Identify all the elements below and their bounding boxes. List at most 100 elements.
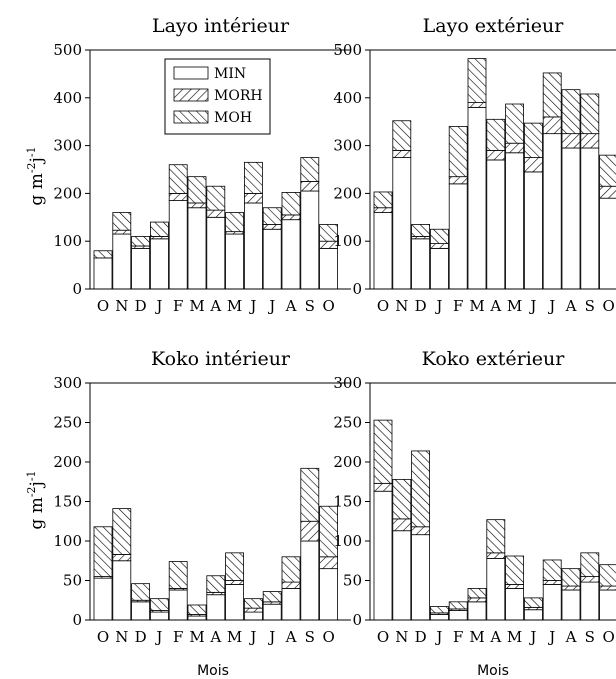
y-tick-label: 300 (53, 374, 82, 392)
x-tick-label: N (115, 297, 128, 315)
y-tick-label: 100 (333, 232, 362, 250)
x-tick-label: M (189, 628, 204, 646)
bar-morh-10 (542, 580, 562, 585)
bar-morh-3 (411, 526, 431, 536)
bar-moh-11 (281, 192, 301, 216)
bar-moh-6 (187, 176, 207, 204)
panel-title: Koko extérieur (422, 348, 566, 370)
bar-min-3 (131, 601, 151, 621)
bar-morh-12 (300, 520, 320, 542)
bar-moh-11 (561, 568, 581, 587)
bar-morh-1 (373, 482, 393, 492)
y-tick-label: 300 (333, 374, 362, 392)
bar-moh-9 (524, 122, 543, 158)
y-tick-label: 150 (333, 493, 362, 511)
bar-moh-4 (149, 598, 169, 611)
x-tick-label: M (189, 297, 204, 315)
x-tick-label: M (507, 628, 522, 646)
bar-min-8 (225, 233, 245, 290)
bar-min-7 (206, 594, 226, 621)
legend-label-moh: MOH (214, 110, 252, 126)
bar-min-4 (149, 238, 169, 290)
bar-moh-7 (486, 118, 506, 151)
x-tick-label: O (322, 628, 334, 646)
ylabel-sup: -2 (25, 162, 38, 173)
bar-min-5 (168, 200, 188, 290)
x-tick-label: D (135, 628, 147, 646)
bar-moh-4 (149, 221, 169, 237)
bar-moh-1 (93, 250, 113, 259)
bar-min-10 (262, 603, 282, 621)
x-tick-label: J (154, 297, 162, 315)
bar-min-11 (561, 147, 581, 290)
bar-moh-3 (131, 236, 151, 247)
legend-swatch-morh (173, 88, 209, 102)
bar-moh-13 (319, 505, 339, 558)
ylabel-tail: j (27, 157, 47, 164)
bar-morh-13 (599, 185, 616, 199)
bar-morh-13 (319, 556, 339, 570)
bar-min-13 (599, 589, 616, 621)
y-tick-label: 200 (333, 184, 362, 202)
bar-min-13 (599, 197, 616, 290)
bar-morh-10 (542, 116, 562, 135)
bar-min-5 (168, 589, 188, 621)
x-tick-label: A (489, 628, 501, 646)
bar-moh-4 (429, 228, 449, 244)
x-tick-label: A (285, 297, 297, 315)
bar-moh-11 (561, 89, 581, 135)
bar-morh-4 (429, 243, 449, 249)
bar-min-12 (300, 540, 320, 621)
bar-moh-3 (411, 224, 431, 237)
ylabel-tail: j (27, 481, 47, 488)
x-tick-label: M (227, 297, 242, 315)
y-tick-label: 100 (333, 532, 362, 550)
ylabel-main: g m (27, 173, 47, 205)
y-tick-label: 250 (53, 414, 82, 432)
bar-morh-2 (392, 518, 412, 532)
x-tick-label: J (248, 297, 256, 315)
x-tick-label: N (115, 628, 128, 646)
bar-morh-11 (561, 133, 581, 149)
x-tick-label: O (97, 628, 109, 646)
y-tick-label: 50 (343, 572, 362, 590)
bar-morh-11 (281, 581, 301, 589)
y-tick-label: 0 (352, 611, 362, 629)
bar-moh-5 (448, 601, 468, 610)
bar-min-8 (505, 152, 525, 290)
bar-min-4 (429, 247, 449, 290)
bar-moh-8 (225, 552, 245, 581)
bar-min-2 (392, 157, 412, 290)
legend-item-morh: MORH (173, 88, 263, 104)
x-tick-label: D (415, 297, 427, 315)
x-tick-label: J (434, 297, 442, 315)
bar-min-1 (93, 257, 113, 290)
x-tick-label: A (285, 628, 297, 646)
bar-morh-10 (262, 224, 282, 230)
x-tick-label: J (547, 628, 555, 646)
y-tick-label: 500 (53, 41, 82, 59)
bar-morh-7 (486, 552, 506, 559)
bar-min-2 (112, 233, 132, 290)
y-tick-label: 150 (53, 493, 82, 511)
bar-morh-8 (505, 584, 525, 589)
y-axis-label-bottom: g m-2j-1 (25, 470, 47, 529)
bar-min-12 (580, 147, 600, 290)
x-tick-label: O (377, 628, 389, 646)
bar-min-12 (300, 190, 320, 290)
x-tick-label: D (415, 628, 427, 646)
bar-moh-13 (319, 224, 339, 242)
bar-min-10 (542, 584, 562, 621)
bar-moh-4 (429, 606, 449, 614)
x-tick-label: J (248, 628, 256, 646)
y-tick-label: 50 (63, 572, 82, 590)
bar-moh-13 (599, 154, 616, 187)
x-tick-label: F (453, 628, 463, 646)
bar-min-3 (411, 534, 431, 621)
legend-item-moh: MOH (173, 110, 252, 126)
y-tick-label: 500 (333, 41, 362, 59)
bar-min-11 (561, 589, 581, 621)
